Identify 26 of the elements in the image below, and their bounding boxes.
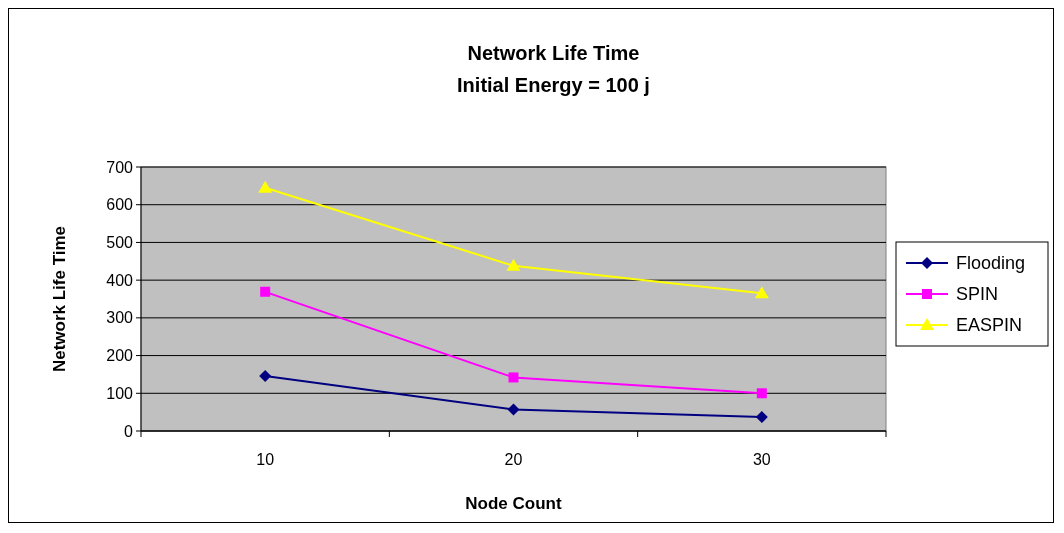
- chart-title: Network Life Time Initial Energy = 100 j: [457, 42, 650, 96]
- point: [258, 180, 273, 193]
- y-tick-label: 300: [106, 309, 134, 327]
- legend-label: EASPIN: [956, 315, 1023, 336]
- y-axis-title: Network Life Time: [50, 225, 69, 373]
- y-tick-label: 400: [106, 271, 134, 289]
- point: [507, 403, 520, 416]
- y-tick-label: 200: [106, 347, 134, 365]
- y-tick-label: 700: [106, 158, 134, 176]
- point: [506, 258, 521, 271]
- point: [756, 388, 767, 399]
- point: [260, 286, 271, 297]
- x-axis-title: Node Count: [465, 494, 562, 513]
- point: [259, 369, 272, 382]
- point: [754, 286, 769, 299]
- point: [508, 372, 519, 383]
- x-tick-label: 10: [256, 451, 275, 468]
- legend-label: Flooding: [956, 253, 1026, 274]
- y-tick-label: 100: [106, 384, 134, 402]
- y-tick-label: 500: [106, 234, 134, 252]
- y-tick-label: 600: [106, 196, 134, 214]
- legend-label: SPIN: [956, 284, 999, 305]
- x-tick-label: 20: [504, 451, 523, 468]
- x-tick-label: 30: [752, 451, 771, 468]
- y-tick-label: 0: [124, 422, 134, 440]
- point: [755, 411, 768, 424]
